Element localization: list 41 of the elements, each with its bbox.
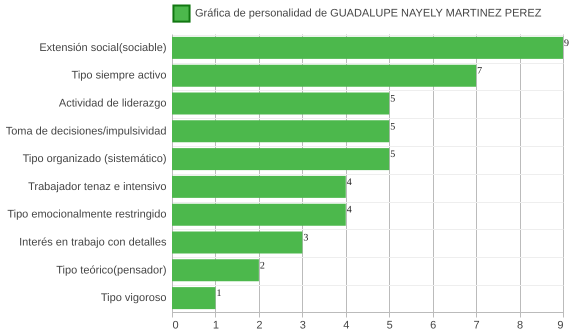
bar — [172, 176, 346, 198]
y-tick-label: Trabajador tenaz e intensivo — [28, 180, 166, 193]
x-tick-label: 9 — [557, 320, 564, 332]
bar — [172, 92, 390, 114]
data-label: 3 — [303, 232, 308, 244]
data-label: 2 — [260, 260, 265, 272]
bar — [172, 204, 346, 226]
x-tick-label: 8 — [516, 320, 524, 332]
y-tick-label: Toma de decisiones/impulsividad — [6, 125, 166, 138]
data-label: 5 — [390, 94, 396, 104]
x-tick-label: 0 — [172, 320, 179, 332]
data-label: 7 — [477, 66, 482, 77]
x-tick-label: 5 — [386, 320, 393, 332]
bar — [172, 120, 390, 142]
x-tick-label: 3 — [300, 320, 306, 332]
data-label: 4 — [346, 204, 352, 216]
data-label: 4 — [346, 176, 352, 188]
y-tick-label: Extensión social(sociable) — [39, 42, 166, 54]
y-tick-label: Tipo siempre activo — [72, 70, 166, 82]
data-label: 5 — [390, 121, 396, 132]
x-tick-label: 4 — [343, 320, 350, 332]
y-tick-label: Actividad de liderazgo — [58, 98, 166, 110]
bar — [172, 287, 216, 310]
x-tick-label: 6 — [430, 320, 436, 332]
bar — [172, 148, 390, 170]
y-tick-label: Interés en trabajo con detalles — [19, 236, 167, 248]
bar — [172, 259, 259, 282]
data-label: 5 — [390, 149, 396, 160]
bar — [172, 64, 476, 87]
bar — [172, 232, 302, 254]
data-label: 1 — [216, 288, 222, 300]
y-tick-label: Tipo vigoroso — [100, 292, 166, 304]
legend-label: Gráfica de personalidad de GUADALUPE NAYELY MARTINEZ PEREZ — [195, 8, 542, 20]
x-tick-label: 2 — [256, 320, 262, 332]
x-tick-label: 7 — [474, 320, 480, 332]
data-label: 9 — [564, 38, 569, 49]
y-tick-label: Tipo teórico(pensador) — [56, 264, 166, 276]
x-tick-label: 1 — [212, 320, 220, 332]
bar — [172, 36, 563, 59]
y-tick-label: Tipo organizado (sistemático) — [22, 153, 166, 166]
y-tick-label: Tipo emocionalmente restringido — [7, 208, 166, 221]
